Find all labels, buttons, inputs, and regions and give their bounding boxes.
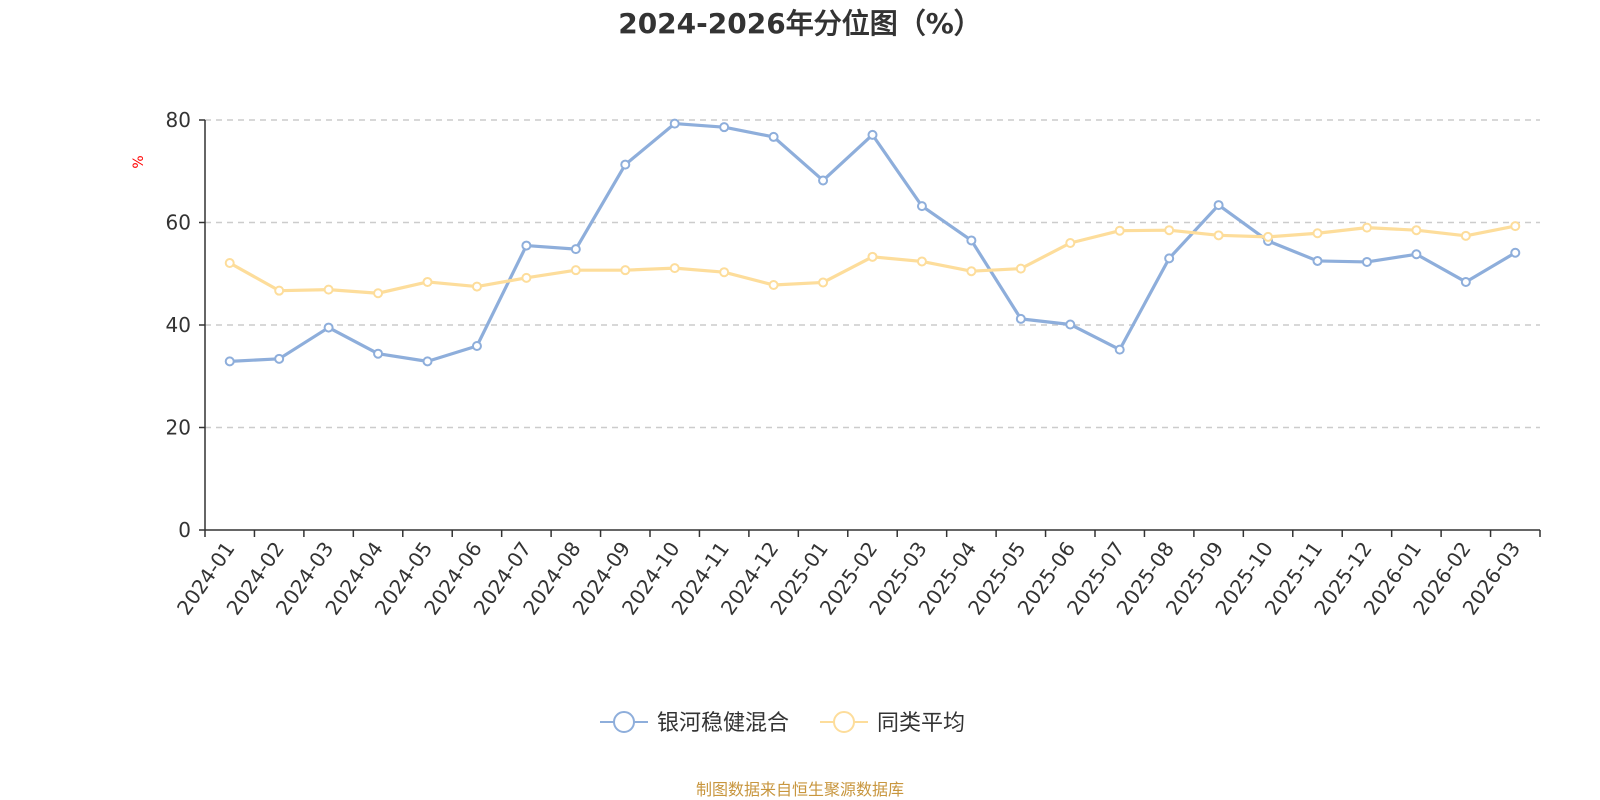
data-point[interactable]: [818, 277, 829, 288]
data-point[interactable]: [768, 280, 779, 291]
data-point[interactable]: [1015, 263, 1026, 274]
data-point[interactable]: [570, 265, 581, 276]
data-point[interactable]: [966, 266, 977, 277]
data-point[interactable]: [719, 122, 730, 133]
data-point[interactable]: [1411, 225, 1422, 236]
series-line-0: [229, 121, 1517, 363]
data-point[interactable]: [1312, 228, 1323, 239]
data-point[interactable]: [570, 244, 581, 255]
legend-item-0[interactable]: 银河稳健混合: [600, 711, 789, 736]
data-point[interactable]: [916, 256, 927, 267]
y-tick-label: 40: [166, 313, 191, 337]
data-point[interactable]: [1510, 247, 1521, 258]
y-tick-label: 0: [178, 518, 191, 542]
data-point[interactable]: [1164, 225, 1175, 236]
data-point[interactable]: [471, 341, 482, 352]
data-point[interactable]: [1213, 200, 1224, 211]
data-point[interactable]: [818, 175, 829, 186]
data-point[interactable]: [422, 276, 433, 287]
data-point[interactable]: [1065, 238, 1076, 248]
data-point[interactable]: [1015, 313, 1026, 324]
data-point[interactable]: [1460, 230, 1471, 241]
legend-label: 银河稳健混合: [657, 711, 789, 736]
data-point[interactable]: [1114, 344, 1125, 355]
data-point[interactable]: [719, 267, 730, 278]
y-tick-label: 20: [166, 416, 191, 440]
legend-label: 同类平均: [877, 711, 965, 736]
data-point[interactable]: [1460, 276, 1471, 287]
data-point[interactable]: [1263, 231, 1274, 242]
y-tick-label: 80: [166, 108, 191, 132]
data-point[interactable]: [916, 201, 927, 212]
data-point[interactable]: [620, 265, 631, 276]
legend[interactable]: 银河稳健混合 同类平均: [600, 711, 965, 736]
data-point[interactable]: [274, 353, 285, 364]
data-point[interactable]: [274, 285, 285, 296]
data-point[interactable]: [521, 272, 532, 283]
data-point[interactable]: [323, 284, 334, 295]
y-axis-label: %: [131, 155, 147, 168]
data-point[interactable]: [1065, 319, 1076, 330]
data-point[interactable]: [867, 251, 878, 262]
data-point[interactable]: [1510, 221, 1521, 232]
data-point[interactable]: [1411, 249, 1422, 260]
data-point[interactable]: [422, 356, 433, 367]
axes: 0204060802024-012024-022024-032024-04202…: [166, 108, 1541, 619]
data-point[interactable]: [1361, 222, 1372, 233]
data-point[interactable]: [471, 281, 482, 292]
data-point[interactable]: [373, 288, 384, 299]
legend-marker: [833, 711, 855, 733]
data-point[interactable]: [620, 159, 631, 170]
source-note: 制图数据来自恒生聚源数据库: [696, 780, 904, 799]
data-point[interactable]: [1114, 225, 1125, 236]
data-point[interactable]: [224, 257, 235, 268]
data-point[interactable]: [1164, 253, 1175, 264]
grid-lines: [205, 119, 1540, 429]
data-point[interactable]: [966, 235, 977, 246]
series-layer: [224, 118, 1521, 367]
data-point[interactable]: [323, 322, 334, 333]
legend-marker: [613, 711, 635, 733]
data-point[interactable]: [669, 118, 680, 129]
data-point[interactable]: [1213, 230, 1224, 241]
data-point[interactable]: [768, 131, 779, 142]
data-point[interactable]: [521, 240, 532, 251]
legend-item-1[interactable]: 同类平均: [820, 711, 965, 736]
data-point[interactable]: [867, 129, 878, 140]
data-point[interactable]: [669, 263, 680, 274]
data-point[interactable]: [1312, 255, 1323, 266]
data-point[interactable]: [224, 356, 235, 367]
data-point[interactable]: [1361, 256, 1372, 267]
y-tick-label: 60: [166, 211, 191, 235]
chart-title: 2024-2026年分位图（%）: [618, 7, 982, 40]
data-point[interactable]: [373, 348, 384, 359]
